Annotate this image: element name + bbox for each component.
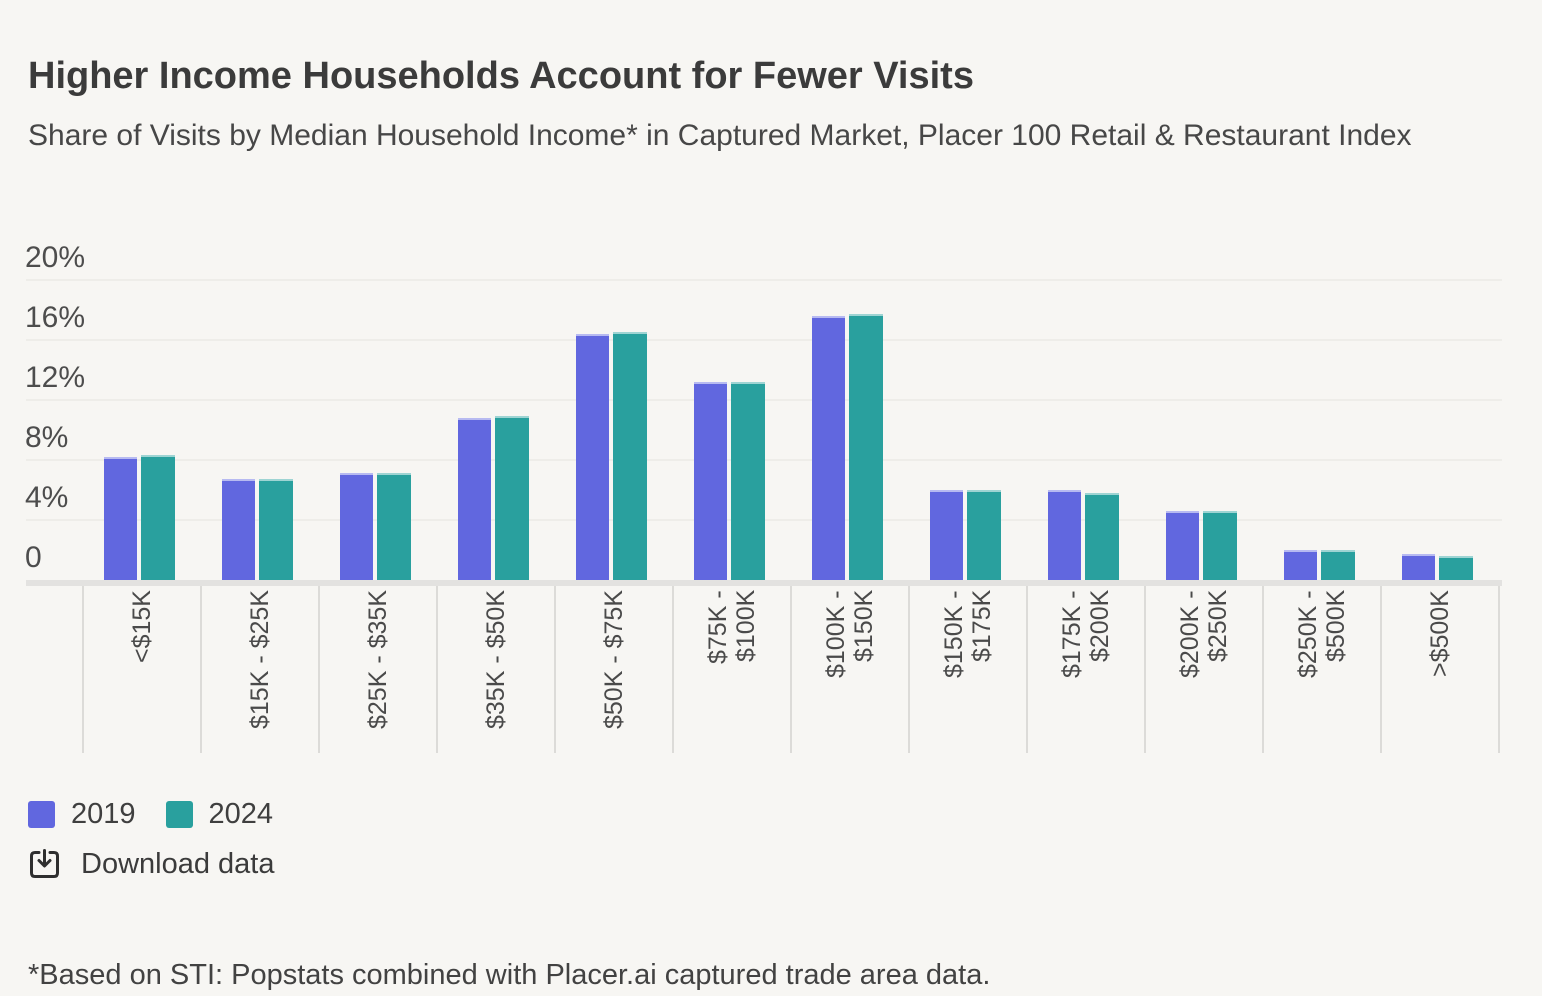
x-axis-label: $25K - $35K xyxy=(364,590,392,729)
x-axis-label-cell: $175K - $200K xyxy=(1027,590,1145,753)
x-axis-label-cell: $50K - $75K xyxy=(555,590,673,753)
legend-swatch-2024 xyxy=(165,801,193,828)
x-axis-label: $100K - $150K xyxy=(822,590,878,678)
bar-2024-4[interactable] xyxy=(613,332,647,580)
x-axis-label: $175K - $200K xyxy=(1058,590,1114,678)
legend-label-2024: 2024 xyxy=(208,798,274,830)
x-axis-label-cell: >$500K xyxy=(1381,590,1499,753)
x-axis-separator xyxy=(82,586,84,753)
bar-2024-6[interactable] xyxy=(849,314,883,580)
bar-2019-5[interactable] xyxy=(694,382,727,580)
x-axis-line xyxy=(26,580,1502,586)
bar-2019-10[interactable] xyxy=(1284,550,1317,580)
x-axis-label-cell: $100K - $150K xyxy=(791,590,909,753)
bar-2019-2[interactable] xyxy=(340,473,373,580)
gridline xyxy=(26,339,1502,341)
x-axis-label: $15K - $25K xyxy=(246,590,274,729)
chart-title: Higher Income Households Account for Few… xyxy=(28,55,974,98)
legend-label-2019: 2019 xyxy=(71,798,136,830)
bar-2019-6[interactable] xyxy=(812,316,845,580)
y-axis-tick-label: 4% xyxy=(25,481,69,514)
x-axis-label: $75K - $100K xyxy=(704,590,760,664)
y-axis-tick-label: 16% xyxy=(25,301,86,334)
gridline xyxy=(26,279,1502,281)
x-axis-label: $200K - $250K xyxy=(1176,590,1232,678)
bar-2019-9[interactable] xyxy=(1166,511,1199,580)
y-axis-tick-label: 20% xyxy=(25,241,86,274)
x-axis-label: $35K - $50K xyxy=(482,590,510,729)
bar-2024-7[interactable] xyxy=(967,490,1001,580)
bar-2024-0[interactable] xyxy=(141,455,175,580)
x-axis-label-cell: <$15K xyxy=(83,590,201,753)
bar-2024-9[interactable] xyxy=(1203,511,1237,580)
bar-2019-11[interactable] xyxy=(1402,554,1435,580)
y-axis-tick-label: 8% xyxy=(25,421,69,454)
bar-2024-1[interactable] xyxy=(259,479,293,580)
x-axis-separator xyxy=(1380,586,1382,753)
x-axis-label-cell: $15K - $25K xyxy=(201,590,319,753)
x-axis-label-cell: $25K - $35K xyxy=(319,590,437,753)
x-axis-separator xyxy=(200,586,202,753)
download-data-button[interactable]: Download data xyxy=(28,848,274,881)
bar-2019-8[interactable] xyxy=(1048,490,1081,580)
bar-2024-10[interactable] xyxy=(1321,550,1355,580)
x-axis-separator xyxy=(908,586,910,753)
bar-2019-4[interactable] xyxy=(576,334,609,580)
legend-item-2024[interactable]: 2024 xyxy=(165,798,274,831)
bar-2024-5[interactable] xyxy=(731,382,765,580)
x-axis-separator xyxy=(318,586,320,753)
legend-item-2019[interactable]: 2019 xyxy=(28,798,136,831)
x-axis-label: $250K - $500K xyxy=(1294,590,1350,678)
y-axis-tick-label: 0 xyxy=(25,541,42,574)
bar-2019-1[interactable] xyxy=(222,479,255,580)
x-axis-label-cell: $250K - $500K xyxy=(1263,590,1381,753)
x-axis-separator xyxy=(1498,586,1500,753)
x-axis-label-cell: $75K - $100K xyxy=(673,590,791,753)
bar-2024-2[interactable] xyxy=(377,473,411,580)
y-axis-tick-label: 12% xyxy=(25,361,86,394)
download-icon xyxy=(30,849,59,878)
bar-2024-3[interactable] xyxy=(495,416,529,580)
x-axis-label-cell: $200K - $250K xyxy=(1145,590,1263,753)
x-axis-separator xyxy=(436,586,438,753)
legend-swatch-2019 xyxy=(28,801,55,828)
bar-2019-0[interactable] xyxy=(104,457,137,580)
bar-2019-3[interactable] xyxy=(458,418,491,580)
x-axis-label-cell: $150K - $175K xyxy=(909,590,1027,753)
x-axis-separator xyxy=(790,586,792,753)
x-axis-label: $50K - $75K xyxy=(600,590,628,729)
x-axis-label: >$500K xyxy=(1426,590,1454,677)
bar-2024-11[interactable] xyxy=(1439,556,1473,580)
bar-2024-8[interactable] xyxy=(1085,493,1119,580)
x-axis-separator xyxy=(554,586,556,753)
x-axis-label: <$15K xyxy=(128,590,156,663)
chart-subtitle: Share of Visits by Median Household Inco… xyxy=(28,119,1412,152)
download-label: Download data xyxy=(81,848,275,880)
x-axis-separator xyxy=(1144,586,1146,753)
footnote: *Based on STI: Popstats combined with Pl… xyxy=(28,959,991,991)
x-axis-separator xyxy=(1262,586,1264,753)
legend: 2019 2024 xyxy=(28,798,303,831)
bar-2019-7[interactable] xyxy=(930,490,963,580)
x-axis-label-cell: $35K - $50K xyxy=(437,590,555,753)
x-axis-separator xyxy=(672,586,674,753)
x-axis-label: $150K - $175K xyxy=(940,590,996,678)
x-axis-separator xyxy=(1026,586,1028,753)
